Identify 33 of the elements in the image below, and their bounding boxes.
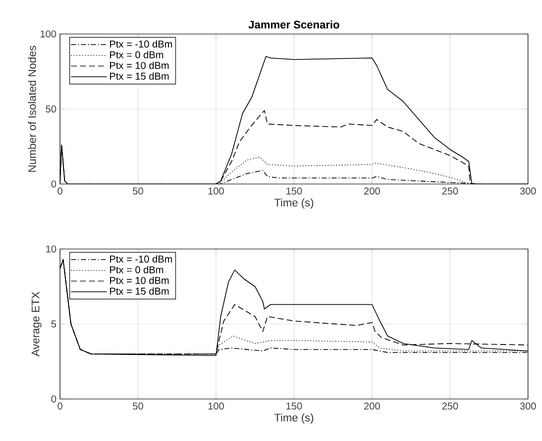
legend-label: Ptx = 15 dBm [110, 287, 169, 295]
x-tick-label: 50 [132, 402, 144, 410]
x-tick-label: 200 [364, 402, 380, 410]
y-tick-label: 100 [40, 30, 56, 38]
legend-label: Ptx = 10 dBm [110, 276, 169, 284]
y-tick-label: 50 [46, 105, 56, 113]
x-tick-label: 250 [442, 188, 458, 195]
x-tick-label: 250 [442, 402, 458, 410]
legend-label: Ptx = 15 dBm [110, 72, 169, 80]
legend-label: Ptx = 0 dBm [110, 266, 164, 274]
legend-label: Ptx = -10 dBm [110, 255, 172, 263]
x-tick-label: 300 [520, 188, 536, 195]
legend-label: Ptx = -10 dBm [110, 40, 172, 48]
x-tick-label: 300 [520, 402, 536, 410]
x-tick-label: 150 [286, 402, 302, 410]
y-tick-label: 0 [51, 180, 56, 188]
x-tick-label: 50 [132, 188, 144, 195]
legend-label: Ptx = 10 dBm [110, 62, 169, 70]
x-tick-label: 100 [208, 188, 224, 195]
x-tick-label: 0 [58, 188, 62, 195]
y-tick-label: 10 [46, 245, 56, 253]
x-axis-title: Time (s) [274, 198, 314, 209]
x-tick-label: 200 [364, 188, 380, 195]
x-tick-label: 100 [208, 402, 224, 410]
y-axis-title: Average ETX [32, 292, 42, 356]
y-tick-label: 5 [51, 320, 56, 328]
x-tick-label: 0 [58, 402, 62, 410]
y-axis-title: Number of Isolated Nodes [28, 46, 36, 172]
legend-label: Ptx = 0 dBm [110, 50, 164, 58]
y-tick-label: 0 [51, 395, 56, 403]
x-tick-label: 150 [286, 188, 302, 195]
x-axis-title: Time (s) [274, 413, 314, 424]
chart-title: Jammer Scenario [248, 20, 340, 28]
